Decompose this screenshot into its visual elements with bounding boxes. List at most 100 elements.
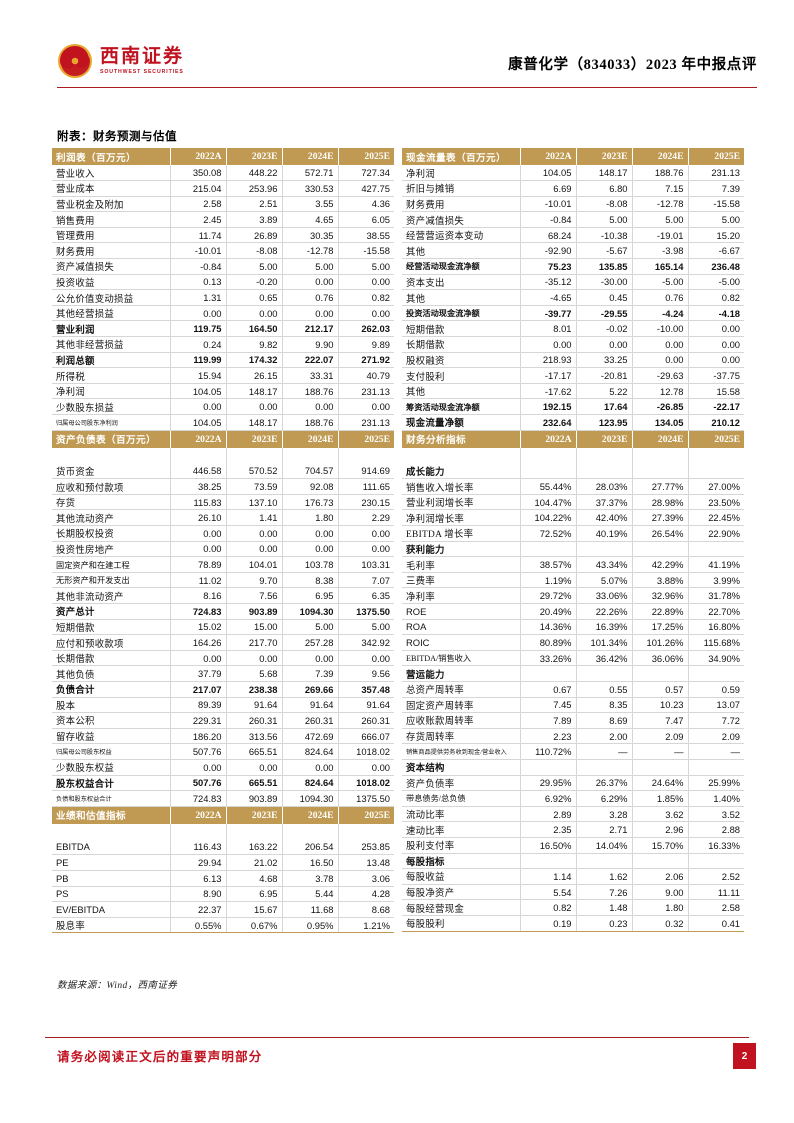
cell-value: -0.84 (520, 211, 577, 228)
table-row: 净利润 104.05 148.17 188.76 231.13 (402, 165, 744, 182)
cell-value: 20.49% (520, 603, 577, 620)
row-label: 负债合计 (52, 681, 171, 698)
column-header-2025e: 2025E (688, 430, 744, 448)
valuation-title: 业绩和估值指标 (52, 806, 171, 824)
cell-value: 0.67 (520, 681, 577, 698)
row-label: 营业收入 (52, 165, 171, 182)
cell-value (688, 759, 744, 776)
cell-value (520, 463, 577, 480)
cell-value: 0.13 (170, 274, 227, 291)
cell-value: -3.98 (632, 242, 689, 260)
row-label: 资产总计 (52, 603, 171, 620)
cell-value: 1.48 (576, 899, 633, 916)
row-label: 其他非流动资产 (52, 587, 171, 605)
cell-value: 1.21% (338, 917, 394, 934)
cell-value: 103.78 (282, 556, 339, 573)
row-label: 存货 (52, 494, 171, 511)
cell-value: 0.00 (170, 525, 227, 542)
cell-value: 448.22 (226, 165, 283, 182)
cell-value: 104.01 (226, 556, 283, 573)
table-header-row: 业绩和估值指标 2022A 2023E 2024E 2025E (52, 806, 394, 824)
table-row: 应收账款周转率 7.89 8.69 7.47 7.72 (402, 712, 744, 729)
cell-value: 0.00 (226, 305, 283, 322)
cell-value: 15.67 (226, 901, 283, 918)
cell-value: 40.79 (338, 367, 394, 384)
cell-value: 206.54 (282, 839, 339, 856)
cell-value: 42.29% (632, 556, 689, 573)
cell-value: 16.50% (520, 837, 577, 854)
cell-value: 7.72 (688, 712, 744, 729)
cell-value: 9.82 (226, 336, 283, 353)
cell-value: 0.00 (282, 398, 339, 415)
cell-value: 123.95 (576, 414, 633, 431)
cell-value: 5.07% (576, 572, 633, 589)
cell-value: -5.67 (576, 242, 633, 260)
row-label: 无形资产和开发支出 (52, 572, 171, 589)
cell-value (576, 463, 633, 480)
table-row: 资本支出 -35.12 -30.00 -5.00 -5.00 (402, 274, 744, 291)
table-row: 留存收益 186.20 313.56 472.69 666.07 (52, 728, 394, 745)
row-label: PB (52, 870, 171, 887)
row-label: 经营营运资本变动 (402, 227, 521, 244)
cell-value: 271.92 (338, 352, 394, 369)
cell-value: 22.26% (576, 603, 633, 620)
cell-value: 188.76 (282, 383, 339, 400)
cell-value: 0.19 (520, 915, 577, 932)
cell-value: 22.45% (688, 509, 744, 527)
table-row: EBITDA/销售收入 33.26% 36.42% 36.06% 34.90% (402, 650, 744, 667)
row-label: 毛利率 (402, 556, 521, 573)
cell-value: 15.02 (170, 619, 227, 636)
row-label: 资本支出 (402, 274, 521, 291)
row-label: 股权融资 (402, 352, 521, 369)
cell-value: 6.35 (338, 587, 394, 605)
cell-value: 8.01 (520, 320, 577, 338)
row-label: 应付和预收款项 (52, 634, 171, 651)
row-label: EV/EBITDA (52, 901, 171, 918)
report-title: 康普化学（834033）2023 年中报点评 (508, 57, 757, 73)
cell-value: 13.48 (338, 854, 394, 872)
cell-value: 26.10 (170, 509, 227, 527)
row-label: 支付股利 (402, 367, 521, 384)
cell-value: 22.70% (688, 603, 744, 620)
cell-value: 15.58 (688, 383, 744, 400)
right-table-column: 现金流量表（百万元） 2022A 2023E 2024E 2025E 净利润 10… (402, 148, 744, 933)
cell-value: 15.70% (632, 837, 689, 854)
cell-value: 0.67% (226, 917, 283, 934)
cell-value: 5.00 (688, 211, 744, 228)
footer-disclaimer: 请务必阅读正文后的重要声明部分 (57, 1050, 263, 1064)
row-label: 每股净资产 (402, 884, 521, 901)
table-row: 资产负债率 29.95% 26.37% 24.64% 25.99% (402, 775, 744, 792)
cell-value: 148.17 (226, 414, 283, 431)
row-label: 筹资活动现金流净额 (402, 398, 521, 415)
row-label: 净利润 (52, 383, 171, 400)
cell-value: 2.06 (632, 868, 689, 885)
cell-value: 0.00 (338, 274, 394, 291)
row-label: 短期借款 (52, 619, 171, 636)
column-header-2024e: 2024E (282, 148, 339, 165)
cell-value (576, 541, 633, 558)
cell-value: 0.00 (576, 336, 633, 353)
row-label: 营业利润增长率 (402, 494, 521, 511)
row-label: 货币资金 (52, 463, 171, 480)
table-row: 营运能力 (402, 665, 744, 682)
income-statement-body: 营业收入 350.08 448.22 572.71 727.34 营业成本 215.04 25… (52, 165, 394, 431)
row-label: 其他 (402, 289, 521, 306)
cell-value: 6.29% (576, 790, 633, 807)
balance-sheet-table: 资产负债表（百万元） 2022A 2023E 2024E 2025E 货币资金 4… (52, 430, 394, 807)
cell-value: 914.69 (338, 463, 394, 480)
cell-value: 7.07 (338, 572, 394, 589)
table-spacer (52, 823, 394, 840)
cell-value: 165.14 (632, 258, 689, 275)
table-row: 销售商品提供劳务收到现金/营业收入 110.72% — — — (402, 743, 744, 760)
cell-value: -8.08 (226, 242, 283, 260)
table-row: EBITDA 116.43 163.22 206.54 253.85 (52, 839, 394, 856)
cell-value: 0.00 (520, 336, 577, 353)
table-row: 营业利润 119.75 164.50 212.17 262.03 (52, 320, 394, 338)
table-row: 资产减值损失 -0.84 5.00 5.00 5.00 (402, 211, 744, 228)
cell-value: 3.99% (688, 572, 744, 589)
cell-value (688, 853, 744, 870)
cell-value: 2.89 (520, 806, 577, 823)
cell-value: 350.08 (170, 165, 227, 182)
cell-value: 7.45 (520, 697, 577, 714)
table-row: 财务费用 -10.01 -8.08 -12.78 -15.58 (402, 196, 744, 213)
